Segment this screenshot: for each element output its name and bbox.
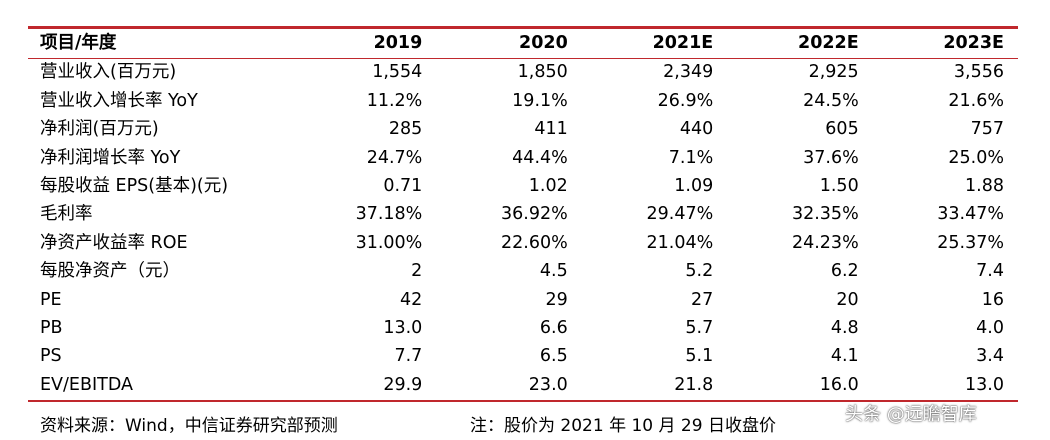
source-note: 资料来源：Wind，中信证券研究部预测 <box>40 416 338 436</box>
row-value: 440 <box>679 119 714 140</box>
row-value: 16 <box>981 289 1004 310</box>
table-header-rule <box>28 58 1018 59</box>
row-label: 每股净资产（元） <box>40 261 180 282</box>
row-value: 2,925 <box>808 62 859 83</box>
row-value: 757 <box>970 119 1004 140</box>
row-value: 6.6 <box>539 317 568 338</box>
row-label: 毛利率 <box>40 204 93 225</box>
row-value: 4.5 <box>539 261 568 282</box>
row-value: 29.47% <box>646 204 714 225</box>
watermark: 头条 @远瞻智库 <box>845 404 977 425</box>
row-value: 3.4 <box>976 346 1004 367</box>
header-year: 2020 <box>519 32 568 53</box>
row-value: 5.2 <box>685 261 714 282</box>
row-value: 21.04% <box>646 232 714 253</box>
row-value: 3,556 <box>953 62 1004 83</box>
table-row: 毛利率 37.18% 36.92% 29.47% 32.35% 33.47% <box>28 201 1018 229</box>
row-value: 411 <box>534 119 568 140</box>
row-value: 2 <box>411 261 423 282</box>
row-value: 1.50 <box>819 176 859 196</box>
row-value: 11.2% <box>366 90 423 111</box>
table-row: PS 7.7 6.5 5.1 4.1 3.4 <box>28 343 1018 371</box>
row-value: 27 <box>690 289 714 310</box>
financial-table: 项目/年度 2019 2020 2021E 2022E 2023E 营业收入(百… <box>28 26 1018 402</box>
header-year: 2023E <box>943 32 1004 53</box>
row-value: 0.71 <box>383 176 423 196</box>
row-value: 285 <box>388 119 423 140</box>
row-value: 24.23% <box>791 232 859 253</box>
row-value: 5.1 <box>685 346 714 367</box>
row-value: 2,349 <box>663 62 714 83</box>
row-value: 33.47% <box>937 204 1004 225</box>
row-value: 23.0 <box>528 374 568 395</box>
row-value: 1.02 <box>528 176 568 196</box>
row-value: 24.7% <box>366 147 423 168</box>
row-value: 21.8 <box>674 374 714 395</box>
row-label: 净利润增长率 YoY <box>40 147 181 168</box>
header-year: 2019 <box>373 32 423 53</box>
row-value: 44.4% <box>512 147 568 168</box>
row-value: 25.0% <box>948 147 1004 168</box>
row-value: 7.1% <box>668 147 714 168</box>
row-value: 31.00% <box>355 232 423 253</box>
row-value: 7.7 <box>394 346 423 367</box>
row-value: 19.1% <box>512 90 568 111</box>
row-value: 29 <box>545 289 568 310</box>
table-row: 每股收益 EPS(基本)(元) 0.71 1.02 1.09 1.50 1.88 <box>28 173 1018 201</box>
row-value: 13.0 <box>965 374 1004 395</box>
table-header-row: 项目/年度 2019 2020 2021E 2022E 2023E <box>28 29 1018 58</box>
row-value: 1,850 <box>517 62 568 83</box>
header-label: 项目/年度 <box>40 32 117 53</box>
row-value: 1.88 <box>965 176 1004 196</box>
row-label: PB <box>40 317 63 338</box>
row-value: 1.09 <box>674 176 714 196</box>
row-value: 24.5% <box>803 90 859 111</box>
row-value: 22.60% <box>501 232 568 253</box>
row-value: 4.0 <box>976 317 1004 338</box>
row-value: 4.1 <box>830 346 859 367</box>
row-value: 25.37% <box>937 232 1004 253</box>
table-bottom-rule <box>28 399 1018 402</box>
price-note: 注：股价为 2021 年 10 月 29 日收盘价 <box>470 416 776 436</box>
row-label: 每股收益 EPS(基本)(元) <box>40 176 229 196</box>
row-value: 1,554 <box>372 62 423 83</box>
row-value: 37.6% <box>803 147 859 168</box>
row-value: 4.8 <box>830 317 859 338</box>
row-value: 6.2 <box>830 261 859 282</box>
header-year: 2022E <box>798 32 859 53</box>
table-row: 净利润(百万元) 285 411 440 605 757 <box>28 116 1018 144</box>
table-row: PB 13.0 6.6 5.7 4.8 4.0 <box>28 315 1018 343</box>
table-row: PE 42 29 27 20 16 <box>28 286 1018 314</box>
table-row: EV/EBITDA 29.9 23.0 21.8 16.0 13.0 <box>28 371 1018 399</box>
row-value: 605 <box>825 119 859 140</box>
row-value: 5.7 <box>685 317 714 338</box>
table-row: 每股净资产（元） 2 4.5 5.2 6.2 7.4 <box>28 258 1018 286</box>
table-row: 营业收入(百万元) 1,554 1,850 2,349 2,925 3,556 <box>28 59 1018 87</box>
row-label: PE <box>40 289 62 310</box>
row-label: 营业收入(百万元) <box>40 62 177 83</box>
row-label: 净利润(百万元) <box>40 119 159 140</box>
row-label: 营业收入增长率 YoY <box>40 90 198 111</box>
row-label: PS <box>40 346 62 367</box>
row-value: 13.0 <box>383 317 423 338</box>
table-body: 营业收入(百万元) 1,554 1,850 2,349 2,925 3,556 营业收入增长… <box>28 59 1018 400</box>
row-value: 6.5 <box>539 346 568 367</box>
row-value: 29.9 <box>383 374 423 395</box>
row-value: 20 <box>836 289 859 310</box>
row-value: 42 <box>400 289 423 310</box>
row-value: 32.35% <box>791 204 859 225</box>
header-year: 2021E <box>652 32 714 53</box>
table-row: 营业收入增长率 YoY 11.2% 19.1% 26.9% 24.5% 21.6% <box>28 87 1018 115</box>
table-row: 净资产收益率 ROE 31.00% 22.60% 21.04% 24.23% 25.37% <box>28 229 1018 257</box>
row-value: 7.4 <box>976 261 1004 282</box>
table-top-rule <box>28 26 1018 29</box>
row-label: EV/EBITDA <box>40 374 133 395</box>
row-value: 26.9% <box>657 90 714 111</box>
row-value: 16.0 <box>819 374 859 395</box>
table-row: 净利润增长率 YoY 24.7% 44.4% 7.1% 37.6% 25.0% <box>28 144 1018 172</box>
row-value: 37.18% <box>355 204 423 225</box>
row-label: 净资产收益率 ROE <box>40 232 188 253</box>
row-value: 21.6% <box>948 90 1004 111</box>
row-value: 36.92% <box>501 204 568 225</box>
